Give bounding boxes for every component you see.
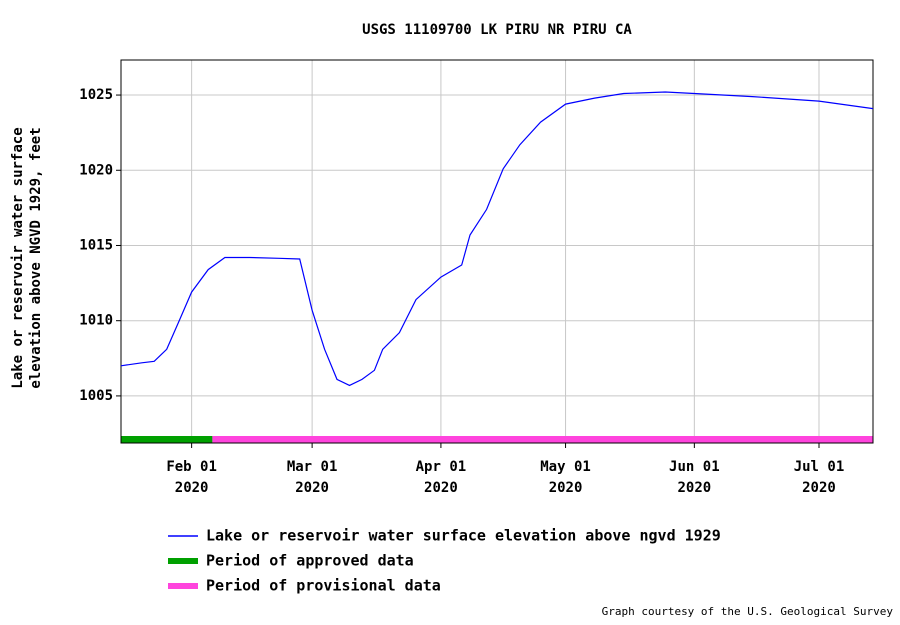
x-tick-label: 2020: [549, 480, 583, 496]
x-tick-label: Jul 01: [794, 459, 845, 475]
x-tick-label: Feb 01: [166, 459, 217, 475]
y-tick-label: 1015: [79, 237, 113, 253]
credit: Graph courtesy of the U.S. Geological Su…: [602, 605, 894, 618]
legend-label: Lake or reservoir water surface elevatio…: [206, 527, 721, 545]
x-tick-label: 2020: [677, 480, 711, 496]
y-tick-label: 1020: [79, 162, 113, 178]
x-tick-label: 2020: [175, 480, 209, 496]
period-bar: [121, 436, 213, 443]
legend-label: Period of provisional data: [206, 577, 441, 595]
x-tick-label: Jun 01: [669, 459, 720, 475]
y-axis-label: elevation above NGVD 1929, feet: [28, 127, 44, 388]
y-tick-label: 1005: [79, 388, 113, 404]
x-tick-label: 2020: [424, 480, 458, 496]
x-tick-label: May 01: [540, 459, 591, 475]
legend-swatch: [168, 558, 198, 564]
legend-swatch: [168, 583, 198, 589]
x-tick-label: Mar 01: [287, 459, 338, 475]
legend-label: Period of approved data: [206, 552, 414, 570]
period-bar: [212, 436, 873, 443]
x-tick-label: Apr 01: [416, 459, 467, 475]
legend-swatch: [168, 535, 198, 537]
plot-frame: [120, 59, 874, 444]
x-tick-label: 2020: [295, 480, 329, 496]
y-axis-label: Lake or reservoir water surface: [10, 127, 26, 388]
x-tick-label: 2020: [802, 480, 836, 496]
y-tick-label: 1025: [79, 87, 113, 103]
chart-title: USGS 11109700 LK PIRU NR PIRU CA: [362, 22, 632, 38]
data-line: [120, 91, 874, 387]
y-tick-label: 1010: [79, 313, 113, 329]
